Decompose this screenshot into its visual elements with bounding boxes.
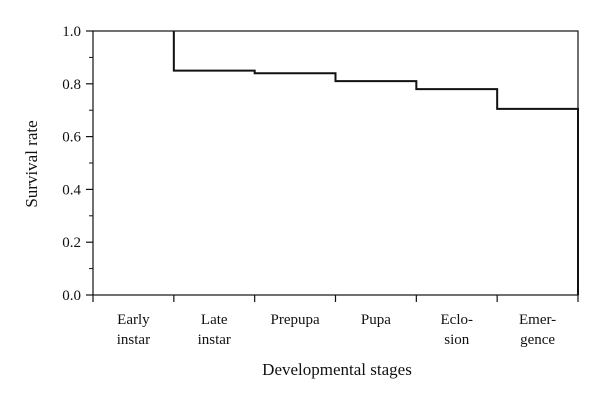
y-tick-label: 0.0 — [62, 288, 81, 304]
y-tick-label: 0.8 — [62, 77, 81, 93]
x-category-label: instar — [117, 332, 150, 348]
x-category-label: Eclo- — [441, 312, 473, 328]
x-axis-title: Developmental stages — [262, 360, 412, 379]
x-category-label: Early — [117, 312, 150, 328]
x-category-label: Pupa — [361, 312, 391, 328]
y-axis-title: Survival rate — [22, 120, 41, 207]
x-category-label: Prepupa — [271, 312, 320, 328]
y-axis: 0.0 0.2 0.4 0.6 0.8 1.0 — [62, 24, 93, 304]
plot-frame — [92, 30, 579, 296]
plot-border — [92, 30, 579, 296]
x-category-label: Late — [201, 312, 228, 328]
y-tick-label: 0.2 — [62, 235, 81, 251]
y-tick-label: 1.0 — [62, 24, 81, 40]
series-layer — [172, 31, 579, 295]
x-category-label: gence — [520, 332, 555, 348]
y-tick-label: 0.6 — [62, 130, 81, 146]
x-category-label: Emer- — [519, 312, 556, 328]
x-axis: Early instar Late instar Prepupa Pupa Eclo-sio… — [92, 295, 579, 348]
y-tick-label: 0.4 — [62, 182, 81, 198]
survival-series-line — [172, 31, 579, 295]
x-category-label: sion — [444, 332, 470, 348]
x-category-label: instar — [198, 332, 231, 348]
